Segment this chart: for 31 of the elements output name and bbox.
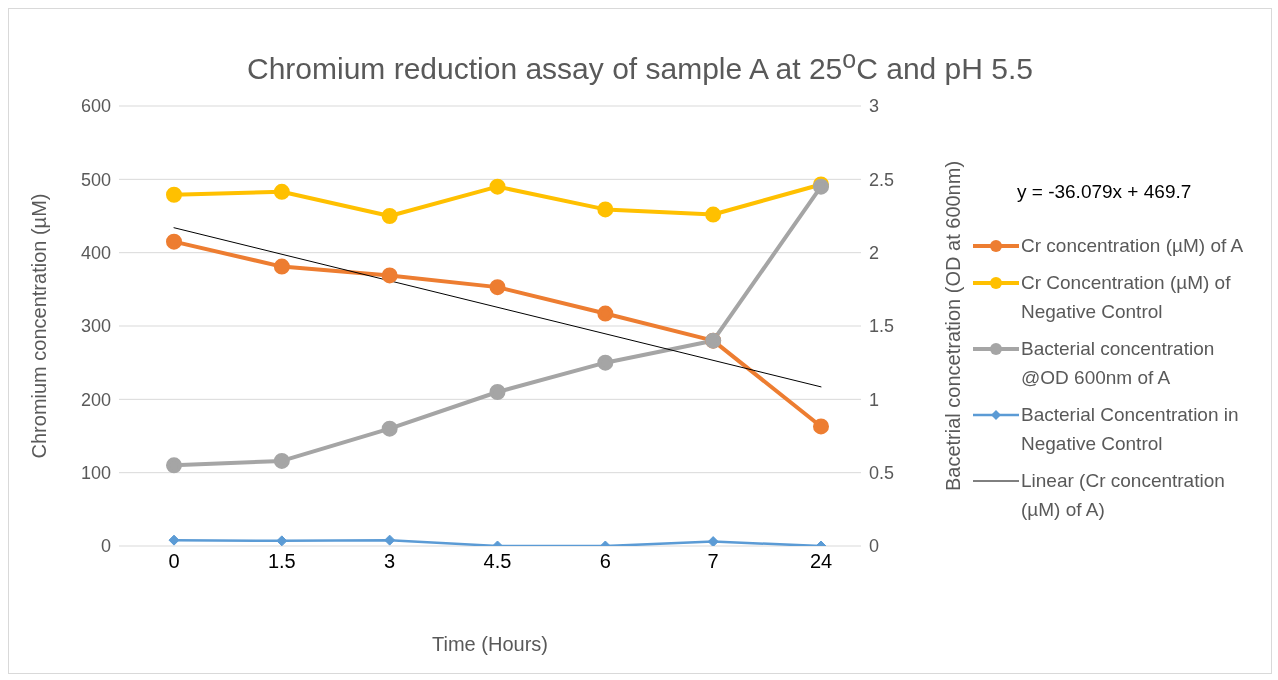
- x-tick-label: 4.5: [483, 550, 512, 573]
- y-tick-label: 0: [100, 536, 111, 557]
- legend-label: Cr concentration (µM) of A: [1021, 233, 1245, 258]
- y-axis-title: Chromium concentration (µM): [28, 193, 51, 459]
- y-tick-label: 100: [80, 463, 111, 484]
- y2-axis-title: Bacetrial concetration (OD at 600nm): [942, 160, 965, 492]
- legend-label: Cr Concentration (µM) of Negative Control: [1021, 270, 1232, 324]
- chart-title: Chromium reduction assay of sample A at 25$^{o}$C and pH 5.5: [246, 44, 1034, 86]
- y-tick-label: 200: [80, 389, 111, 410]
- y-tick-label: 500: [80, 169, 111, 190]
- y2-tick-label: 0.5: [869, 463, 895, 484]
- x-tick-label: 1.5: [267, 550, 296, 573]
- y-tick-label: 400: [80, 243, 111, 264]
- x-tick-label: 0: [168, 550, 180, 573]
- legend-label: Linear (Cr concentration (µM) of A): [1021, 468, 1226, 522]
- y2-tick-label: 1: [869, 389, 880, 410]
- legend-label: Bacterial Concentration in Negative Control: [1021, 402, 1240, 456]
- y2-tick-label: 2: [869, 243, 880, 264]
- text: y = -36.079x + 469.7: [1017, 181, 1192, 203]
- y2-tick-label: 3: [869, 96, 880, 117]
- x-axis-title: Time (Hours): [432, 633, 548, 655]
- legend-label: Bacterial concentration @OD 600nm of A: [1021, 336, 1216, 390]
- y-tick-label: 300: [80, 316, 111, 337]
- y2-tick-label: 2.5: [869, 169, 895, 190]
- y2-tick-label: 1.5: [869, 316, 895, 337]
- y-tick-label: 600: [80, 96, 111, 117]
- x-tick-label: 6: [599, 550, 611, 573]
- y2-tick-label: 0: [869, 536, 880, 557]
- x-tick-label: 7: [707, 550, 719, 573]
- x-tick-label: 24: [809, 550, 833, 573]
- x-tick-label: 3: [384, 550, 396, 573]
